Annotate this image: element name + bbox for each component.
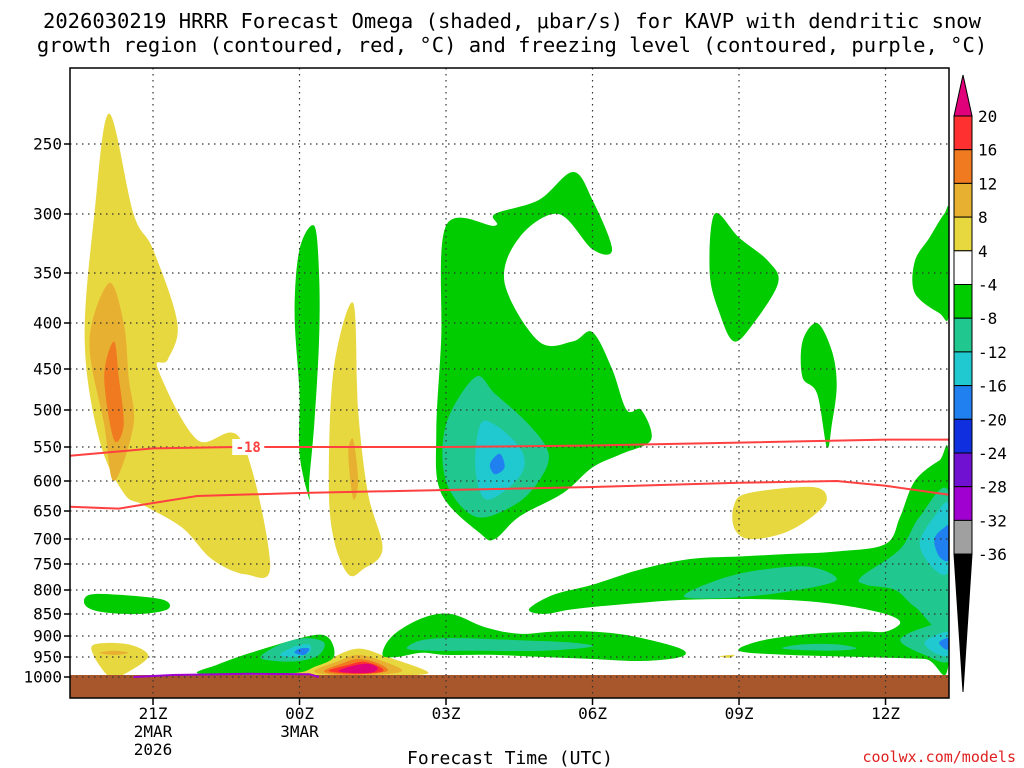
plot-frame bbox=[69, 67, 950, 699]
x-tick-label-12-0: 09Z bbox=[725, 704, 754, 723]
colorbar-segment-3 bbox=[953, 182, 973, 218]
colorbar-top-arrow bbox=[953, 74, 973, 117]
y-tick-label-450: 450 bbox=[33, 360, 62, 379]
x-tick-label-6-0: 03Z bbox=[432, 704, 461, 723]
colorbar-segment-4 bbox=[953, 216, 973, 252]
y-tick-label-650: 650 bbox=[33, 502, 62, 521]
colorbar-label-4: 4 bbox=[978, 242, 988, 261]
omega-region-33 bbox=[782, 643, 857, 651]
colorbar-segment-11 bbox=[953, 452, 973, 488]
y-tick-label-600: 600 bbox=[33, 472, 62, 491]
omega-region-35 bbox=[934, 525, 949, 562]
colorbar-segment-12 bbox=[953, 486, 973, 521]
colorbar-bottom-arrow bbox=[953, 553, 973, 693]
contour-label-0: -18 bbox=[236, 440, 261, 456]
omega-region-5 bbox=[328, 302, 383, 577]
colorbar-segment-1 bbox=[953, 115, 973, 151]
ground-surface bbox=[70, 675, 949, 698]
colorbar-label-8: -16 bbox=[978, 377, 1007, 396]
omega-region-1 bbox=[99, 650, 129, 655]
omega-region-12 bbox=[732, 486, 827, 540]
y-tick-label-500: 500 bbox=[33, 401, 62, 420]
omega-region-19 bbox=[709, 212, 779, 342]
colorbar-segment-2 bbox=[953, 149, 973, 184]
colorbar-label-12: -32 bbox=[978, 511, 1007, 530]
omega-region-31 bbox=[858, 487, 949, 634]
colorbar-label-3: 8 bbox=[978, 208, 988, 227]
omega-region-6 bbox=[348, 438, 359, 500]
colorbar: 20 16 12 8 4 -4 -8 -12 -16 -20 -24 -28 -32 -36 bbox=[953, 74, 1007, 693]
omega-region-2 bbox=[84, 113, 271, 578]
x-tick-label-0-1: 2MAR bbox=[134, 722, 173, 741]
x-tick-label-0-0: 21Z bbox=[139, 704, 168, 723]
y-tick-label-350: 350 bbox=[33, 264, 62, 283]
colorbar-label-9: -20 bbox=[978, 410, 1007, 429]
omega-region-11 bbox=[338, 663, 378, 674]
y-axis-ticks: 250 300 350 400 450 500 550 600 650 700 750 800 850 9… bbox=[23, 135, 70, 687]
y-tick-label-700: 700 bbox=[33, 530, 62, 549]
omega-region-14 bbox=[294, 225, 320, 501]
y-tick-label-850: 850 bbox=[33, 605, 62, 624]
colorbar-label-11: -28 bbox=[978, 478, 1007, 497]
credit-text: coolwx.com/models bbox=[862, 748, 1016, 766]
colorbar-label-13: -36 bbox=[978, 545, 1007, 564]
y-tick-label-800: 800 bbox=[33, 581, 62, 600]
omega-region-18 bbox=[489, 453, 505, 475]
omega-region-36 bbox=[924, 631, 949, 657]
y-tick-label-300: 300 bbox=[33, 205, 62, 224]
chart-title-line2: growth region (contoured, red, °C) and f… bbox=[37, 33, 987, 57]
colorbar-label-5: -4 bbox=[978, 276, 997, 295]
colorbar-segment-6 bbox=[953, 284, 973, 319]
y-tick-label-900: 900 bbox=[33, 627, 62, 646]
y-tick-label-750: 750 bbox=[33, 555, 62, 574]
omega-region-26 bbox=[294, 647, 310, 656]
chart-title: 2026030219 HRRR Forecast Omega (shaded, … bbox=[37, 9, 987, 57]
colorbar-segment-9 bbox=[953, 385, 973, 420]
colorbar-segment-8 bbox=[953, 351, 973, 387]
y-tick-label-1000: 1000 bbox=[23, 668, 62, 687]
x-tick-label-3-1: 3MAR bbox=[280, 722, 319, 741]
omega-region-30 bbox=[684, 566, 837, 599]
contour-label-bg-0 bbox=[232, 439, 265, 455]
y-tick-label-950: 950 bbox=[33, 648, 62, 667]
chart-title-line1: 2026030219 HRRR Forecast Omega (shaded, … bbox=[43, 9, 982, 33]
grid-lines bbox=[70, 68, 949, 698]
colorbar-segment-13 bbox=[953, 519, 973, 555]
omega-region-20 bbox=[800, 322, 837, 448]
colorbar-label-6: -8 bbox=[978, 309, 997, 328]
colorbar-label-0: 20 bbox=[978, 107, 997, 126]
x-tick-label-15-0: 12Z bbox=[871, 704, 900, 723]
x-tick-label-0-2: 2026 bbox=[134, 740, 173, 759]
colorbar-label-7: -12 bbox=[978, 343, 1007, 362]
y-tick-label-550: 550 bbox=[33, 438, 62, 457]
omega-region-4 bbox=[104, 341, 124, 443]
omega-region-28 bbox=[406, 638, 594, 652]
colorbar-label-1: 16 bbox=[978, 141, 997, 160]
omega-region-21 bbox=[912, 205, 949, 322]
x-tick-label-9-0: 06Z bbox=[578, 704, 607, 723]
contour-line-1 bbox=[70, 479, 949, 510]
colorbar-segment-10 bbox=[953, 418, 973, 454]
colorbar-segment-7 bbox=[953, 317, 973, 353]
contour-lines: -18 bbox=[70, 438, 949, 678]
contour-line-0 bbox=[70, 438, 949, 457]
omega-region-22 bbox=[83, 593, 171, 615]
omega-region-37 bbox=[939, 637, 949, 650]
colorbar-label-10: -24 bbox=[978, 444, 1007, 463]
colorbar-segment-5 bbox=[953, 250, 973, 286]
y-tick-label-250: 250 bbox=[33, 135, 62, 154]
y-tick-label-400: 400 bbox=[33, 314, 62, 333]
colorbar-label-2: 12 bbox=[978, 174, 997, 193]
x-tick-label-3-0: 00Z bbox=[285, 704, 314, 723]
x-axis-label: Forecast Time (UTC) bbox=[407, 748, 613, 768]
contour-line-2 bbox=[133, 672, 320, 678]
